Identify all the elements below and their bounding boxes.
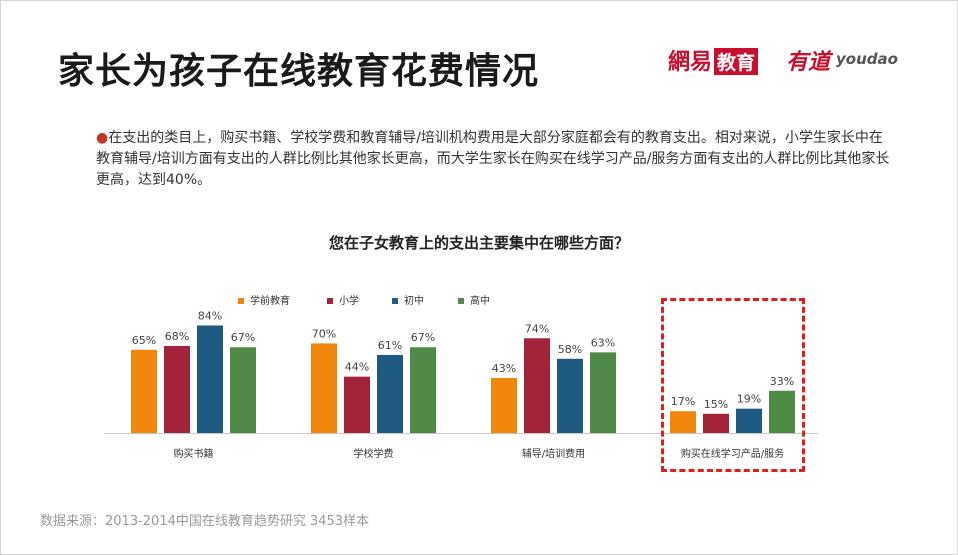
data-label: 68% [165, 330, 189, 343]
legend-label: 学前教育 [250, 296, 290, 307]
data-label: 70% [312, 327, 336, 340]
bar-高中-购买在线学习产品/服务 [769, 390, 795, 433]
bar-学前教育-购买书籍 [131, 349, 157, 433]
category-label: 购买书籍 [174, 447, 214, 460]
bar-学前教育-学校学费 [311, 343, 337, 433]
legend-item-高中: 高中 [458, 292, 490, 307]
legend-item-初中: 初中 [392, 292, 424, 307]
data-label: 44% [345, 361, 369, 374]
bar-初中-学校学费 [377, 354, 403, 433]
chart-title: 您在子女教育上的支出主要集中在哪些方面？ [328, 234, 629, 252]
data-label: 61% [378, 339, 402, 352]
data-label: 33% [770, 375, 794, 388]
bar-高中-辅导/培训费用 [590, 352, 616, 433]
data-label: 63% [591, 336, 615, 349]
bar-高中-学校学费 [410, 347, 436, 433]
data-label: 15% [704, 398, 728, 411]
data-label: 17% [671, 395, 695, 408]
data-label: 19% [737, 393, 761, 406]
bar-初中-购买在线学习产品/服务 [736, 408, 762, 433]
data-label: 67% [231, 331, 255, 344]
category-label: 学校学费 [354, 447, 394, 460]
legend-swatch [238, 298, 244, 304]
highlight-box [661, 298, 805, 472]
legend-swatch [327, 298, 333, 304]
bar-chart: 65% 68% 84% 67% 购买书籍 70% 44% 61% 67% 学校学费 43% 74% 58… [104, 309, 818, 460]
legend-label: 初中 [404, 296, 424, 307]
bar-小学-购买在线学习产品/服务 [703, 413, 729, 433]
summary-text: 在支出的类目上，购买书籍、学校学费和教育辅导/培训机构费用是大部分家庭都会有的教… [96, 130, 890, 188]
youdao-logo-cn: 有道 [786, 50, 831, 75]
bar-学前教育-辅导/培训费用 [491, 377, 517, 433]
category-label: 辅导/培训费用 [522, 447, 585, 460]
legend-swatch [392, 298, 398, 304]
youdao-logo-en: youdao [836, 50, 898, 68]
legend-item-学前教育: 学前教育 [238, 292, 290, 307]
bar-小学-购买书籍 [164, 345, 190, 433]
slide-title: 家长为孩子在线教育花费情况 [58, 51, 540, 92]
bar-小学-学校学费 [344, 376, 370, 433]
data-label: 74% [525, 322, 549, 335]
bar-小学-辅导/培训费用 [524, 338, 550, 433]
data-label: 58% [558, 343, 582, 356]
bar-初中-购买书籍 [197, 325, 223, 433]
bullet-dot-icon: ● [96, 130, 109, 146]
legend-swatch [458, 298, 464, 304]
netease-edu-badge: 教育 [714, 48, 759, 75]
legend-label: 高中 [470, 296, 490, 307]
legend-label: 小学 [339, 296, 359, 307]
data-label: 84% [198, 309, 222, 322]
bar-学前教育-购买在线学习产品/服务 [670, 411, 696, 433]
bar-高中-购买书籍 [230, 347, 256, 433]
bar-初中-辅导/培训费用 [557, 358, 583, 433]
data-label: 65% [132, 334, 156, 347]
netease-logo-text: 網易 [668, 49, 713, 75]
netease-logo: 網易 教育 [668, 44, 759, 76]
category-label: 购买在线学习产品/服务 [681, 447, 784, 460]
data-source: 数据来源：2013-2014中国在线教育趋势研究 3453样本 [40, 514, 370, 529]
data-label: 43% [492, 362, 516, 375]
summary-paragraph: ●在支出的类目上，购买书籍、学校学费和教育辅导/培训机构费用是大部分家庭都会有的… [96, 128, 896, 191]
legend-item-小学: 小学 [327, 292, 359, 307]
data-label: 67% [411, 331, 435, 344]
